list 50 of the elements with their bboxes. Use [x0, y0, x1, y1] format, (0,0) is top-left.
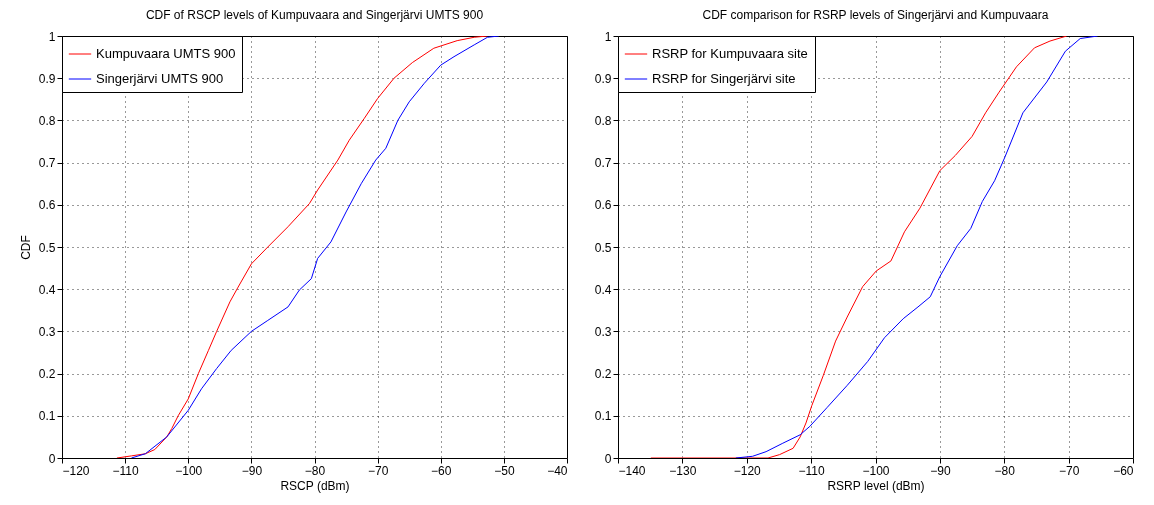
x-tick-label: −120	[733, 463, 762, 478]
legend-label: Singerjärvi UMTS 900	[96, 71, 224, 86]
x-tick-label: −80	[994, 463, 1016, 478]
y-tick-label: 0.9	[38, 71, 56, 86]
x-tick-label: −130	[669, 463, 697, 478]
x-tick-label: −100	[862, 463, 890, 478]
y-tick-label: 0.8	[38, 113, 56, 128]
x-tick-label: −70	[1058, 463, 1080, 478]
y-tick-label: 0.7	[38, 156, 56, 171]
y-tick-label: 0.3	[38, 324, 56, 339]
x-tick-label: −40	[547, 463, 568, 478]
x-tick-label: −60	[1113, 463, 1134, 478]
x-tick-label: −70	[367, 463, 389, 478]
chart-title: CDF comparison for RSRP levels of Singerjärvi and Kumpuvaara	[702, 8, 1049, 22]
y-tick-label: 0.6	[594, 198, 612, 213]
y-tick-label: 0.2	[38, 367, 56, 382]
y-tick-label: 0.1	[594, 409, 612, 424]
chart-title: CDF of RSCP levels of Kumpuvaara and Singerjärvi UMTS 900	[145, 8, 484, 22]
x-tick-label: −50	[494, 463, 515, 478]
y-axis-title: CDF	[18, 235, 33, 260]
y-tick-label: 0.5	[594, 240, 612, 255]
x-axis-title: RSCP (dBm)	[280, 478, 350, 493]
y-tick-label: 0.2	[594, 367, 612, 382]
x-tick-label: −80	[304, 463, 326, 478]
legend-label: Kumpuvaara UMTS 900	[96, 46, 236, 61]
x-tick-label: −140	[618, 463, 646, 478]
x-tick-label: −60	[431, 463, 452, 478]
legend-label: RSRP for Kumpuvaara site	[652, 46, 808, 61]
y-tick-label: 0.4	[38, 282, 56, 297]
line-series	[650, 36, 1068, 458]
y-tick-label: 0.9	[594, 71, 612, 86]
y-tick-label: 0	[48, 451, 56, 466]
y-tick-label: 0.1	[38, 409, 56, 424]
y-tick-label: 0.5	[38, 240, 56, 255]
y-tick-label: 1	[604, 29, 612, 44]
y-tick-label: 0.7	[594, 156, 612, 171]
x-tick-label: −110	[798, 463, 826, 478]
x-axis-title: RSRP level (dBm)	[827, 478, 925, 493]
x-tick-label: −100	[175, 463, 203, 478]
x-tick-label: −110	[112, 463, 140, 478]
y-tick-label: 0.8	[594, 113, 612, 128]
legend-label: RSRP for Singerjärvi site	[652, 71, 796, 86]
y-tick-label: 0.4	[594, 282, 612, 297]
x-tick-label: −120	[62, 463, 90, 478]
y-tick-label: 0	[604, 451, 612, 466]
x-tick-label: −90	[241, 463, 263, 478]
y-tick-label: 0.6	[38, 198, 56, 213]
x-tick-label: −90	[930, 463, 951, 478]
y-tick-label: 0.3	[594, 324, 612, 339]
y-tick-label: 1	[48, 29, 56, 44]
